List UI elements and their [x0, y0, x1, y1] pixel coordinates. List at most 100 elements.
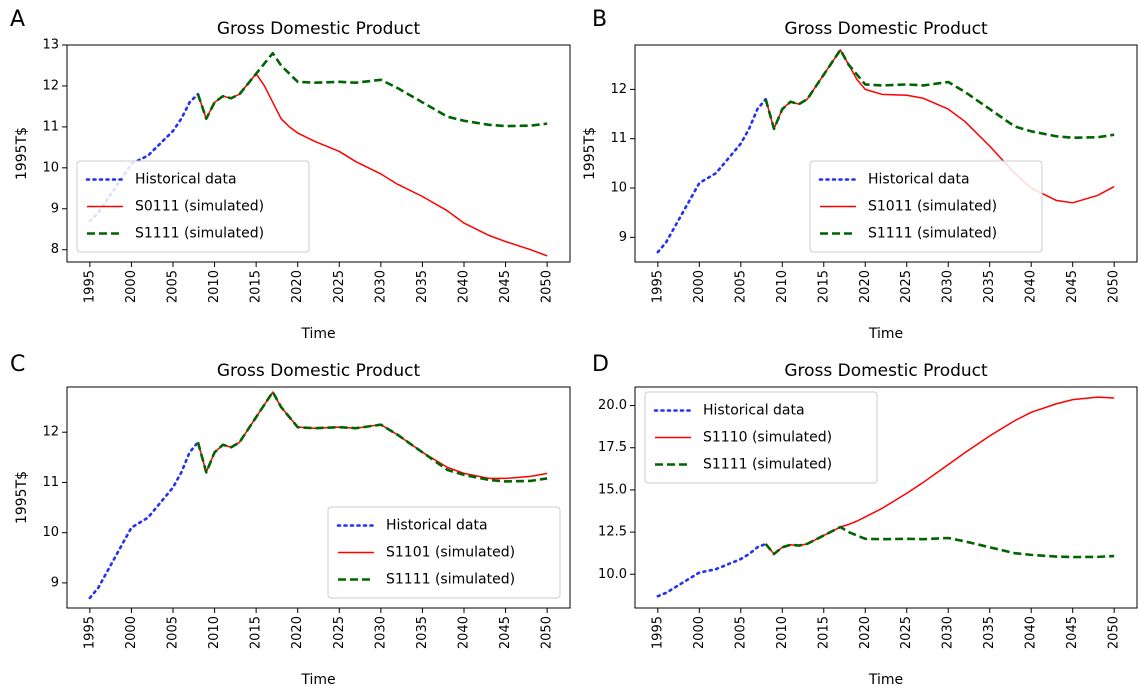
legend-label: S1111 (simulated): [135, 226, 264, 242]
legend-label: Historical data: [868, 172, 970, 188]
x-tick-label: 2010: [775, 616, 790, 649]
x-tick-label: 2030: [941, 616, 956, 649]
y-tick-label: 12.5: [598, 525, 627, 540]
y-axis-label: 1995T$: [582, 127, 598, 180]
y-tick-label: 15.0: [598, 482, 627, 497]
y-tick-label: 9: [51, 575, 59, 590]
x-tick-label: 2040: [1024, 270, 1039, 303]
x-tick-label: 2000: [692, 270, 707, 303]
y-tick-label: 10.0: [598, 567, 627, 582]
x-tick-label: 2035: [415, 616, 430, 649]
x-tick-label: 2025: [899, 270, 914, 303]
x-tick-label: 2010: [775, 270, 790, 303]
y-tick-label: 13: [42, 38, 59, 53]
legend-label: Historical data: [135, 172, 237, 188]
panel-label: A: [10, 7, 25, 32]
x-tick-label: 1995: [82, 616, 97, 649]
x-tick-label: 2005: [166, 270, 181, 303]
plot-frame: [634, 386, 1138, 609]
x-tick-label: 2020: [290, 616, 305, 649]
legend: Historical data S1011 (simulated) S1111 (s…: [809, 160, 1043, 253]
plot-frame: [66, 44, 571, 263]
series-line: [197, 391, 548, 480]
x-tick-label: 2005: [733, 616, 748, 649]
panel-label: B: [592, 7, 607, 32]
x-tick-label: 2010: [207, 270, 222, 303]
x-axis-label: Time: [868, 326, 903, 342]
legend-label: S1011 (simulated): [868, 199, 997, 215]
series-line: [196, 390, 548, 483]
x-tick-label: 1995: [82, 270, 97, 303]
x-tick-label: 2030: [373, 270, 388, 303]
series-line: [88, 440, 200, 600]
series-line: [764, 48, 1115, 140]
chart-title: Gross Domestic Product: [784, 19, 988, 39]
x-tick-label: 2015: [816, 616, 831, 649]
x-tick-label: 2050: [540, 616, 555, 649]
y-tick-label: 10: [42, 525, 59, 540]
x-tick-label: 2020: [858, 616, 873, 649]
x-tick-label: 2000: [692, 616, 707, 649]
legend: Historical data S0111 (simulated) S1111 (s…: [76, 160, 310, 253]
x-tick-label: 2045: [1065, 616, 1080, 649]
x-tick-label: 2040: [1024, 616, 1039, 649]
legend-label: S1110 (simulated): [703, 430, 832, 446]
x-tick-label: 1995: [650, 270, 665, 303]
subplot: B Gross Domestic Product Time 1995T$ 1995 200…: [582, 7, 1138, 342]
subplot: C Gross Domestic Product Time 1995T$ 1995 200…: [10, 352, 571, 688]
x-axis-label: Time: [300, 672, 335, 688]
x-tick-label: 2035: [982, 616, 997, 649]
subplot: D Gross Domestic Product Time 1995 2000 2005 2…: [592, 352, 1138, 688]
x-axis-label: Time: [300, 326, 335, 342]
x-tick-label: 2045: [498, 616, 513, 649]
y-axis-label: 1995T$: [14, 471, 30, 524]
x-tick-label: 2035: [982, 270, 997, 303]
legend-box: [644, 391, 878, 484]
x-tick-label: 2020: [290, 270, 305, 303]
x-tick-label: 2035: [415, 270, 430, 303]
legend-label: S1101 (simulated): [386, 545, 515, 561]
legend-label: S0111 (simulated): [135, 199, 264, 215]
y-tick-label: 8: [51, 242, 59, 257]
y-tick-label: 12: [42, 425, 59, 440]
legend-label: S1111 (simulated): [703, 457, 832, 473]
x-tick-label: 2015: [816, 270, 831, 303]
y-tick-label: 11: [42, 119, 59, 134]
plot-frame: [66, 386, 571, 609]
x-tick-label: 2005: [166, 616, 181, 649]
legend: Historical data S1101 (simulated) S1111 (s…: [327, 506, 561, 599]
chart-title: Gross Domestic Product: [784, 361, 988, 381]
legend-label: Historical data: [386, 518, 488, 534]
series-line: [196, 51, 548, 128]
x-tick-label: 2015: [249, 270, 264, 303]
legend-box: [327, 506, 561, 599]
legend-label: S1111 (simulated): [868, 226, 997, 242]
x-tick-label: 2005: [733, 270, 748, 303]
y-tick-label: 20.0: [598, 398, 627, 413]
y-tick-label: 12: [610, 82, 627, 97]
y-tick-label: 9: [51, 201, 59, 216]
series-line: [764, 525, 1115, 559]
x-tick-label: 2045: [498, 270, 513, 303]
x-tick-label: 2020: [858, 270, 873, 303]
chart-title: Gross Domestic Product: [217, 361, 421, 381]
y-tick-label: 17.5: [598, 440, 627, 455]
series-line: [656, 542, 767, 598]
x-axis-label: Time: [868, 672, 903, 688]
x-tick-label: 2000: [124, 270, 139, 303]
legend: Historical data S1110 (simulated) S1111 (s…: [644, 391, 878, 484]
y-tick-label: 10: [42, 160, 59, 175]
x-tick-label: 2025: [899, 616, 914, 649]
panel-label: D: [592, 352, 609, 377]
x-tick-label: 2025: [332, 616, 347, 649]
x-tick-label: 2040: [456, 270, 471, 303]
subplot: A Gross Domestic Product Time 1995T$ 1995 200…: [10, 7, 571, 342]
y-tick-label: 12: [42, 78, 59, 93]
y-tick-label: 11: [42, 475, 59, 490]
panel-label: C: [10, 352, 25, 377]
legend-label: Historical data: [703, 403, 805, 419]
x-tick-label: 2000: [124, 616, 139, 649]
x-tick-label: 2030: [941, 270, 956, 303]
x-tick-label: 2010: [207, 616, 222, 649]
